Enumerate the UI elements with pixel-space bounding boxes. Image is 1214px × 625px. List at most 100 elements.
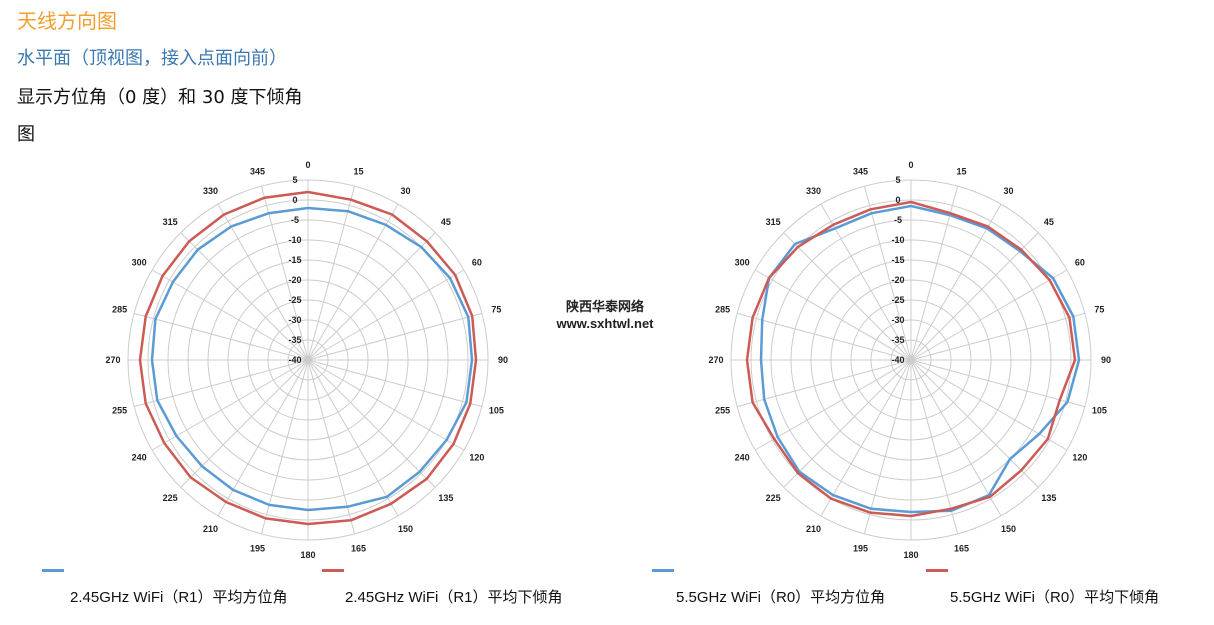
grid-spoke [783, 232, 912, 361]
angle-tick-label: 75 [491, 305, 501, 315]
angle-tick-label: 315 [163, 217, 178, 227]
angle-tick-label: 255 [715, 405, 730, 415]
grid-spoke [910, 359, 1085, 408]
grid-spoke [307, 359, 465, 451]
radial-tick-label: 5 [292, 175, 297, 185]
radial-tick-label: -5 [894, 215, 902, 225]
grid-spoke [180, 232, 309, 361]
angle-tick-label: 255 [112, 405, 127, 415]
angle-tick-label: 30 [400, 186, 410, 196]
grid-spoke [863, 186, 912, 361]
angle-tick-label: 180 [300, 550, 315, 560]
radial-tick-label: -40 [891, 355, 904, 365]
grid-spoke [260, 186, 309, 361]
radial-tick-label: -10 [288, 235, 301, 245]
grid-spoke [151, 269, 309, 361]
angle-tick-label: 150 [398, 524, 413, 534]
angle-tick-label: 15 [353, 167, 363, 177]
angle-tick-label: 135 [438, 493, 453, 503]
angle-tick-label: 240 [735, 453, 750, 463]
grid-spoke [307, 359, 436, 488]
grid-spoke [134, 312, 309, 361]
angle-tick-label: 150 [1001, 524, 1016, 534]
grid-spoke [910, 203, 1002, 361]
radial-tick-label: -30 [288, 315, 301, 325]
angle-tick-label: 270 [708, 355, 723, 365]
angle-tick-label: 300 [132, 258, 147, 268]
angle-tick-label: 105 [489, 405, 504, 415]
angle-tick-label: 30 [1003, 186, 1013, 196]
legend-label-azimuth-r0: 5.5GHz WiFi（R0）平均方位角 [676, 589, 886, 606]
grid-spoke [737, 359, 912, 408]
angle-tick-label: 345 [250, 167, 265, 177]
angle-tick-label: 60 [1075, 258, 1085, 268]
angle-tick-label: 285 [715, 305, 730, 315]
grid-spoke [783, 359, 912, 488]
radial-tick-label: -40 [288, 355, 301, 365]
watermark-name: 陕西华泰网络 [565, 299, 644, 314]
angle-tick-label: 0 [908, 160, 913, 170]
angle-tick-label: 285 [112, 305, 127, 315]
legend-label-downtilt-r0: 5.5GHz WiFi（R0）平均下倾角 [950, 589, 1160, 606]
legend-label-downtilt-r1: 2.45GHz WiFi（R1）平均下倾角 [345, 589, 563, 606]
angle-tick-label: 90 [498, 355, 508, 365]
angle-tick-label: 345 [853, 167, 868, 177]
angle-tick-label: 165 [351, 543, 366, 553]
series-line-azimuth [150, 206, 474, 512]
grid-spoke [307, 312, 482, 361]
grid-spoke [307, 203, 399, 361]
grid-spoke [307, 232, 436, 361]
angle-tick-label: 60 [472, 258, 482, 268]
grid-spoke [307, 359, 482, 408]
radial-tick-label: 0 [895, 195, 900, 205]
angle-tick-label: 120 [469, 453, 484, 463]
angle-tick-label: 330 [806, 186, 821, 196]
angle-tick-label: 180 [903, 550, 918, 560]
radial-tick-label: 5 [895, 175, 900, 185]
grid-spoke [737, 312, 912, 361]
radial-tick-label: -15 [288, 255, 301, 265]
radial-tick-label: -30 [891, 315, 904, 325]
grid-spoke [307, 269, 465, 361]
grid-spoke [180, 359, 309, 488]
angle-tick-label: 0 [305, 160, 310, 170]
angle-tick-label: 315 [766, 217, 781, 227]
angle-tick-label: 225 [163, 493, 178, 503]
grid-spoke [307, 359, 399, 517]
radial-tick-label: -25 [288, 295, 301, 305]
angle-tick-label: 75 [1094, 305, 1104, 315]
series-line-downtilt [138, 190, 478, 526]
angle-tick-label: 90 [1101, 355, 1111, 365]
grid-spoke [910, 359, 1039, 488]
angle-tick-label: 120 [1072, 453, 1087, 463]
grid-spoke [307, 359, 356, 534]
grid-spoke [754, 359, 912, 451]
angle-tick-label: 240 [132, 453, 147, 463]
grid-spoke [134, 359, 309, 408]
radial-tick-label: -25 [891, 295, 904, 305]
legend-swatch-downtilt-r1 [322, 569, 344, 572]
grid-spoke [910, 232, 1039, 361]
radial-tick-label: 0 [292, 195, 297, 205]
grid-spoke [151, 359, 309, 451]
grid-spoke [754, 269, 912, 361]
angle-tick-label: 15 [956, 167, 966, 177]
radial-tick-label: -5 [291, 215, 299, 225]
angle-tick-label: 210 [806, 524, 821, 534]
polar-chart-2-45ghz: 0 15 30 45 60 75 90 105 120 135 150 165 180 195 210 225… [105, 160, 508, 560]
radial-tick-label: -20 [891, 275, 904, 285]
grid-spoke [910, 269, 1068, 361]
angle-tick-label: 195 [853, 543, 868, 553]
radial-tick-label: -35 [288, 335, 301, 345]
grid-spoke [820, 359, 912, 517]
angle-tick-label: 165 [954, 543, 969, 553]
legend-label-azimuth-r1: 2.45GHz WiFi（R1）平均方位角 [70, 589, 288, 606]
radial-tick-label: -20 [288, 275, 301, 285]
legend-swatch-azimuth-r0 [652, 569, 674, 572]
angle-tick-label: 45 [441, 217, 451, 227]
legend-swatch-azimuth-r1 [42, 569, 64, 572]
plane-subheading: 水平面（顶视图，接入点面向前） [17, 48, 287, 69]
legend-swatch-downtilt-r0 [926, 569, 948, 572]
description-line: 显示方位角（0 度）和 30 度下倾角 [17, 87, 303, 108]
grid-spoke [217, 203, 309, 361]
